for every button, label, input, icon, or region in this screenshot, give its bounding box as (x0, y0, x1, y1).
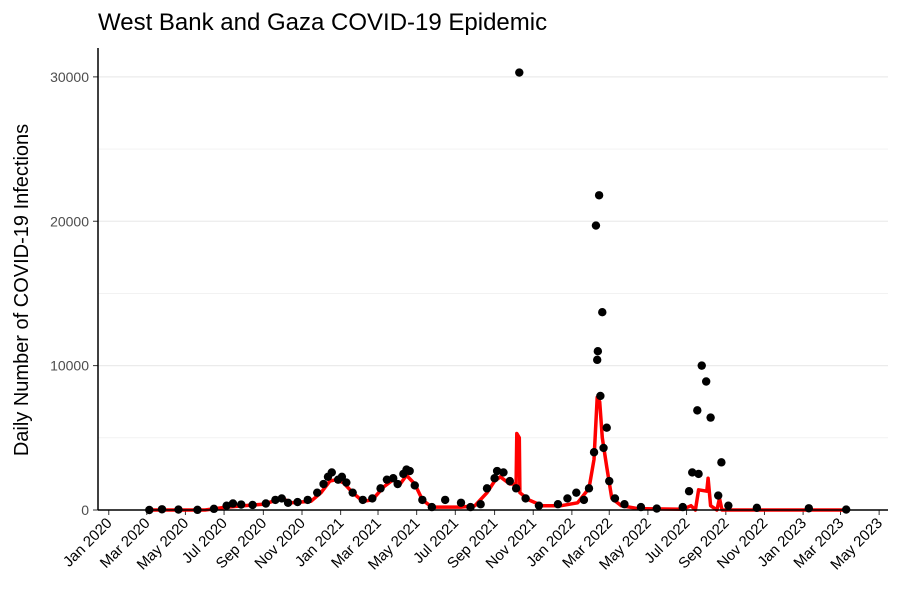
data-point (337, 472, 347, 481)
data-point (515, 68, 524, 77)
data-point (492, 466, 502, 476)
data-point (589, 448, 599, 457)
data-point (563, 494, 572, 503)
data-point (312, 488, 322, 497)
data-point (222, 501, 231, 510)
data-point (697, 361, 706, 370)
data-point (418, 495, 427, 505)
data-point (693, 406, 702, 415)
data-point (688, 468, 697, 477)
data-point (572, 488, 581, 497)
data-point (293, 497, 302, 507)
data-point (261, 499, 271, 508)
data-point (277, 494, 286, 503)
gridlines (98, 76, 888, 439)
data-point (584, 484, 594, 493)
data-point (804, 504, 814, 513)
data-point (490, 474, 499, 483)
data-point (327, 468, 336, 477)
data-point (505, 476, 514, 486)
data-point (596, 391, 605, 401)
data-point (389, 474, 398, 483)
data-point (358, 495, 368, 505)
data-point (598, 308, 607, 317)
smoothed-line-series (149, 395, 847, 512)
smoothed-line (149, 395, 847, 512)
y-tick-label: 20000 (50, 213, 89, 229)
data-point (511, 484, 521, 493)
data-point (440, 495, 450, 505)
data-point (521, 494, 530, 503)
data-point (678, 502, 687, 512)
data-point (476, 500, 485, 509)
data-point (605, 476, 614, 486)
data-point (717, 458, 726, 467)
y-tick-label: 0 (81, 502, 89, 518)
data-point (714, 491, 723, 500)
data-point (553, 500, 563, 509)
y-axis-ticks: 0 10000 20000 30000 (50, 69, 98, 518)
data-point (348, 488, 357, 497)
data-point (499, 468, 508, 477)
data-point (482, 484, 492, 493)
data-point (319, 479, 328, 489)
data-point (410, 481, 419, 490)
data-point (593, 346, 603, 356)
data-point (610, 494, 620, 503)
data-point (599, 443, 608, 453)
data-point (342, 478, 351, 487)
data-point (652, 504, 661, 513)
data-point (303, 495, 312, 505)
data-point (636, 502, 646, 512)
data-point (724, 501, 733, 510)
data-point (602, 423, 611, 432)
data-point (382, 475, 392, 484)
data-point (593, 355, 602, 365)
data-point (706, 413, 715, 422)
data-point (405, 466, 414, 476)
data-point (427, 502, 437, 512)
daily-points-series (145, 68, 851, 515)
chart-title: West Bank and Gaza COVID-19 Epidemic (98, 9, 547, 36)
data-point (694, 469, 703, 479)
data-point (376, 484, 385, 493)
data-point (456, 498, 466, 507)
data-point (271, 495, 280, 505)
data-point (579, 495, 589, 505)
data-point (368, 494, 377, 503)
data-point (594, 191, 604, 200)
data-point (393, 479, 402, 489)
data-point (684, 487, 694, 496)
data-point (591, 221, 601, 230)
data-point (236, 500, 246, 509)
data-point (466, 502, 475, 512)
y-axis-label: Daily Number of COVID-19 Infections (11, 124, 33, 456)
data-point (248, 500, 257, 510)
data-point (283, 498, 293, 507)
data-point (620, 500, 629, 509)
data-point (701, 377, 711, 386)
y-tick-label: 30000 (50, 69, 89, 85)
y-tick-label: 10000 (50, 358, 89, 374)
data-point (752, 503, 762, 513)
data-point (228, 499, 238, 508)
data-point (209, 504, 219, 514)
data-point (534, 501, 544, 510)
